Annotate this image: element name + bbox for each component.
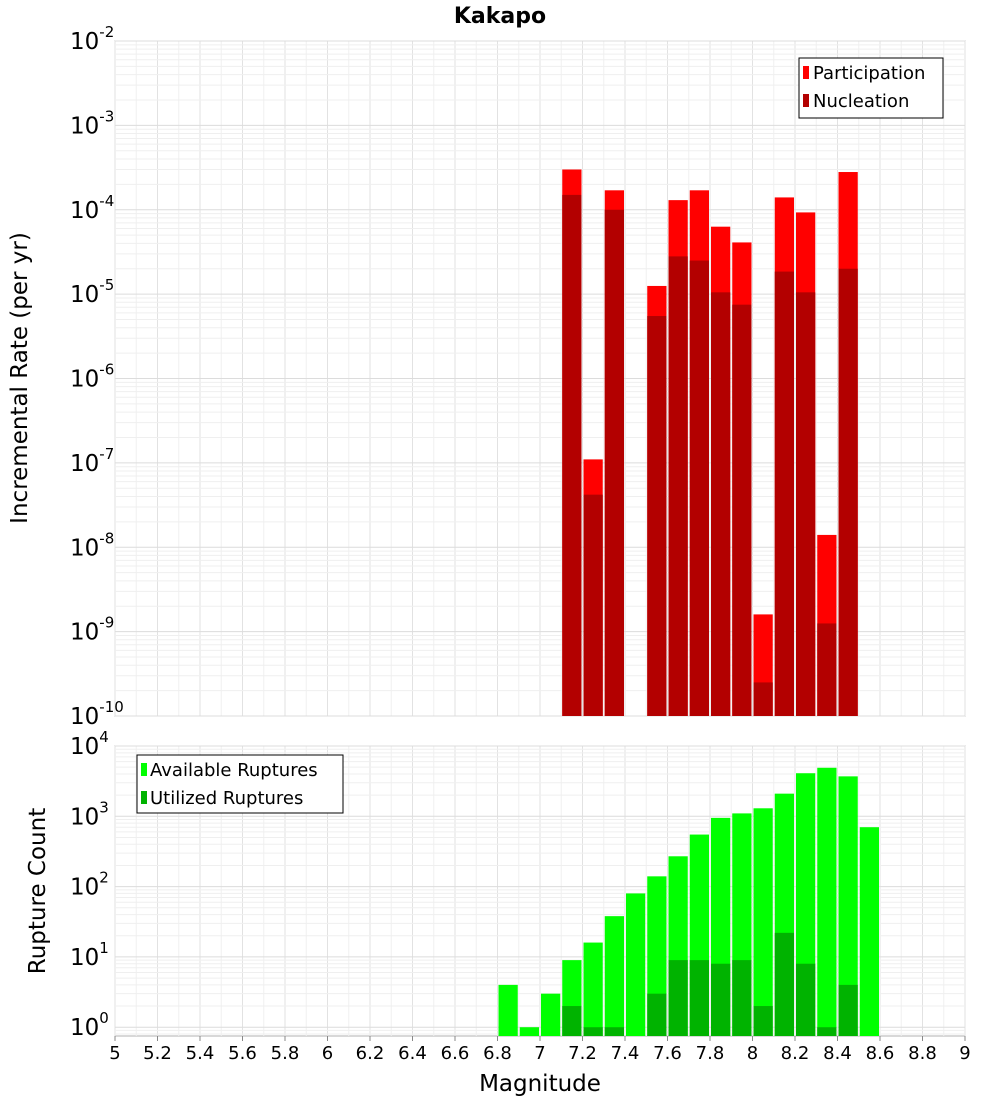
y-tick-label: 10-7 <box>70 445 114 477</box>
x-tick-label: 6 <box>322 1043 333 1064</box>
available-ruptures-bar <box>541 993 561 1036</box>
bottom-y-tick-labels: 100 101 102 103 104 <box>70 728 109 1041</box>
utilized-ruptures-bar <box>796 963 816 1036</box>
available-ruptures-bar <box>498 984 518 1036</box>
nucleation-bar <box>732 304 752 716</box>
legend-label-utilized: Utilized Ruptures <box>150 788 303 809</box>
utilized-ruptures-bar <box>817 1027 837 1036</box>
y-tick-label: 102 <box>70 869 109 901</box>
available-ruptures-bar <box>583 942 603 1036</box>
y-tick-label: 10-4 <box>70 192 114 224</box>
legend-swatch-utilized <box>141 791 147 804</box>
utilized-ruptures-bar <box>647 993 667 1036</box>
nucleation-bar <box>753 682 773 716</box>
available-ruptures-bar <box>519 1027 539 1036</box>
nucleation-bar <box>647 316 667 716</box>
x-tick-label: 6.2 <box>356 1043 385 1064</box>
nucleation-bar <box>817 623 837 716</box>
available-ruptures-bar <box>817 767 837 1036</box>
x-tick-label: 7 <box>534 1043 545 1064</box>
utilized-ruptures-bar <box>668 960 688 1036</box>
nucleation-bar <box>583 494 603 716</box>
x-tick-label: 8.4 <box>823 1043 852 1064</box>
top-y-axis-label: Incremental Rate (per yr) <box>7 232 33 524</box>
x-axis-label: Magnitude <box>479 1071 601 1097</box>
utilized-ruptures-bar <box>689 960 709 1036</box>
utilized-ruptures-bar <box>583 1027 603 1036</box>
y-tick-label: 103 <box>70 798 109 830</box>
utilized-ruptures-bar <box>711 963 731 1036</box>
legend-label-participation: Participation <box>813 63 925 84</box>
x-tick-label: 9 <box>959 1043 970 1064</box>
x-tick-label: 5.4 <box>186 1043 215 1064</box>
bottom-y-axis-label: Rupture Count <box>25 808 51 974</box>
utilized-ruptures-bar <box>562 1006 582 1036</box>
top-y-tick-labels: 10-10 10-9 10-8 10-7 10-6 10-5 10-4 10-3 10-2 <box>70 23 124 730</box>
x-tick-label: 7.4 <box>611 1043 640 1064</box>
legend-label-available: Available Ruptures <box>150 760 318 781</box>
x-tick-label: 6.4 <box>398 1043 427 1064</box>
legend-label-nucleation: Nucleation <box>813 91 909 112</box>
legend-swatch-nucleation <box>803 94 809 107</box>
bottom-legend-box <box>136 754 344 814</box>
y-tick-label: 10-8 <box>70 529 114 561</box>
x-tick-label: 5.8 <box>271 1043 300 1064</box>
x-tick-label: 7.8 <box>696 1043 725 1064</box>
bottom-panel: 100 101 102 103 104 5 5.2 5.4 5.6 5.8 6 6.2 6.4 6.6 6… <box>25 728 971 1097</box>
available-ruptures-bar <box>859 827 879 1036</box>
bottom-bars <box>498 767 879 1036</box>
y-tick-label: 10-2 <box>70 23 114 55</box>
available-ruptures-bar <box>604 916 624 1036</box>
available-ruptures-bar <box>753 808 773 1036</box>
x-tick-label: 8.2 <box>781 1043 810 1064</box>
top-legend: Participation Nucleation <box>798 57 944 119</box>
utilized-ruptures-bar <box>604 1027 624 1036</box>
y-tick-label: 100 <box>70 1009 109 1041</box>
utilized-ruptures-bar <box>838 984 858 1036</box>
top-grid <box>114 40 966 717</box>
legend-swatch-available <box>141 763 147 776</box>
y-tick-label: 101 <box>70 939 109 971</box>
y-tick-label: 104 <box>70 728 109 760</box>
available-ruptures-bar <box>626 893 646 1036</box>
nucleation-bar <box>562 194 582 716</box>
nucleation-bar <box>838 268 858 716</box>
x-tick-label: 7.6 <box>653 1043 682 1064</box>
utilized-ruptures-bar <box>753 1006 773 1036</box>
x-tick-label: 8 <box>747 1043 758 1064</box>
top-legend-box <box>798 57 944 119</box>
y-tick-label: 10-6 <box>70 361 114 393</box>
x-tick-label: 5 <box>109 1043 120 1064</box>
x-tick-labels: 5 5.2 5.4 5.6 5.8 6 6.2 6.4 6.6 6.8 7 7.2 7.4 7.6 7.8 8… <box>109 1036 971 1064</box>
y-tick-label: 10-3 <box>70 107 114 139</box>
utilized-ruptures-bar <box>732 960 752 1036</box>
utilized-ruptures-bar <box>774 932 794 1036</box>
bottom-legend: Available Ruptures Utilized Ruptures <box>136 754 344 814</box>
x-tick-label: 8.6 <box>866 1043 895 1064</box>
nucleation-bar <box>774 271 794 716</box>
nucleation-bar <box>689 260 709 716</box>
y-tick-label: 10-9 <box>70 614 114 646</box>
x-tick-label: 6.6 <box>441 1043 470 1064</box>
nucleation-bar <box>711 292 731 716</box>
nucleation-bar <box>796 292 816 716</box>
y-tick-label: 10-5 <box>70 276 114 308</box>
top-panel: 10-10 10-9 10-8 10-7 10-6 10-5 10-4 10-3 10-2 In… <box>7 23 966 730</box>
x-tick-label: 5.2 <box>143 1043 172 1064</box>
x-tick-label: 5.6 <box>228 1043 257 1064</box>
chart-title: Kakapo <box>454 4 546 29</box>
legend-swatch-participation <box>803 66 809 79</box>
available-ruptures-bar <box>838 776 858 1036</box>
x-tick-label: 6.8 <box>483 1043 512 1064</box>
nucleation-bar <box>604 209 624 716</box>
top-bars <box>562 169 858 717</box>
y-tick-label: 10-10 <box>70 698 124 730</box>
x-tick-label: 8.8 <box>908 1043 937 1064</box>
x-tick-label: 7.2 <box>568 1043 597 1064</box>
nucleation-bar <box>668 256 688 716</box>
